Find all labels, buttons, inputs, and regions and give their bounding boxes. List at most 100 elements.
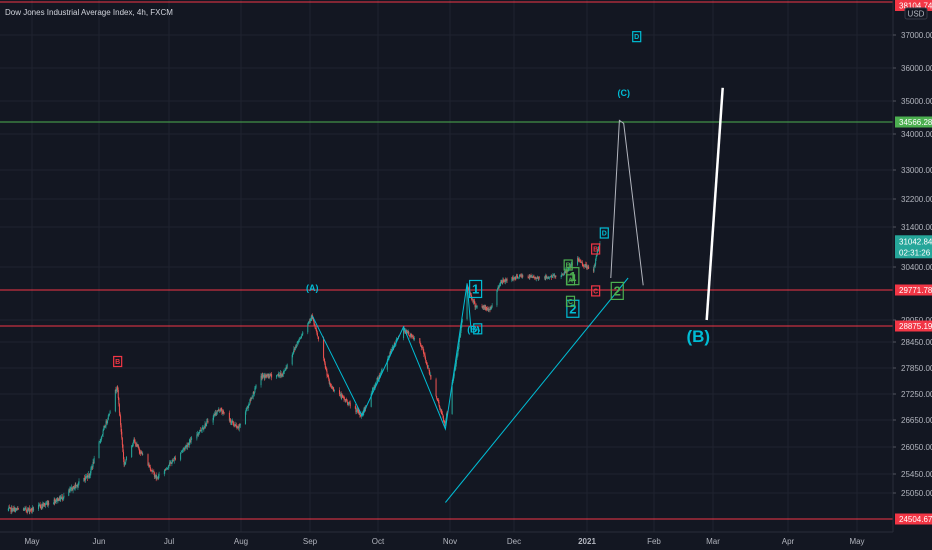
candle-body <box>577 257 579 260</box>
candle-body <box>332 387 334 390</box>
y-tick-label: 34000.00 <box>901 130 932 139</box>
price-axis[interactable] <box>893 0 932 550</box>
wave-label[interactable]: B <box>115 359 120 366</box>
candle-body <box>138 448 140 451</box>
candle-body <box>277 374 279 375</box>
wave-line[interactable] <box>445 277 629 503</box>
candle-body <box>28 508 30 510</box>
candle-body <box>115 389 117 391</box>
candle-body <box>270 374 272 376</box>
wave-label[interactable]: 1 <box>472 282 479 297</box>
wave-label[interactable]: (A) <box>306 283 319 293</box>
candle-body <box>301 334 303 336</box>
candle-body <box>55 500 57 502</box>
candle-body <box>163 471 165 475</box>
wave-label[interactable]: A <box>568 277 573 284</box>
candle-body <box>379 374 381 376</box>
wave-label[interactable]: A <box>475 326 480 333</box>
wave-label[interactable]: (C) <box>617 88 630 98</box>
candle-body <box>347 402 349 405</box>
wave-line[interactable] <box>705 87 724 321</box>
candle-body <box>253 392 255 395</box>
candle-body <box>107 419 109 421</box>
wave-label[interactable]: (B) <box>686 327 710 346</box>
candle-body <box>496 288 498 290</box>
candle-body <box>340 394 342 396</box>
candle-body <box>411 335 413 337</box>
candle-body <box>184 448 186 449</box>
candle-body <box>473 300 475 302</box>
level-price-label: 38104.74 <box>899 2 932 11</box>
candle-body <box>250 398 252 401</box>
candle-body <box>389 351 391 356</box>
candle-body <box>191 438 193 440</box>
candle-body <box>292 353 294 355</box>
candle-body <box>109 411 111 414</box>
candle-body <box>297 341 299 342</box>
candle-body <box>546 277 548 279</box>
wave-line[interactable] <box>311 283 472 431</box>
candle-body <box>454 369 456 371</box>
candle-body <box>474 303 476 308</box>
candle-body <box>141 453 143 455</box>
candle-body <box>89 474 91 476</box>
candle-body <box>529 275 531 278</box>
currency-badge[interactable] <box>904 7 928 20</box>
candle-body <box>230 421 232 423</box>
wave-line[interactable] <box>610 119 644 286</box>
wave-label[interactable]: B <box>566 263 571 270</box>
candle-body <box>92 461 94 467</box>
candle-body <box>135 445 137 447</box>
candle-body <box>422 348 424 352</box>
wave-label[interactable]: D <box>634 34 639 41</box>
level-price-label: 28875.19 <box>899 322 932 331</box>
candle-body <box>422 347 424 349</box>
wave-label-box <box>563 259 573 271</box>
candle-body <box>103 426 105 429</box>
candle-body <box>456 355 458 360</box>
wave-label-box <box>565 274 576 286</box>
wave-label[interactable]: C <box>593 288 598 295</box>
candle-body <box>102 434 103 436</box>
candle-body <box>424 354 426 359</box>
x-tick-label: May <box>849 537 864 546</box>
wave-label[interactable]: B <box>593 247 598 254</box>
candle-body <box>40 507 42 509</box>
candle-body <box>459 335 461 337</box>
candle-body <box>505 279 507 282</box>
wave-label[interactable]: C <box>568 299 573 306</box>
candle-body <box>582 264 584 266</box>
candle-body <box>150 469 152 471</box>
wave-label-box <box>113 355 123 368</box>
candle-body <box>454 366 456 370</box>
candle-body <box>460 327 462 331</box>
candle-body <box>281 373 283 376</box>
y-tick-label: 33000.00 <box>901 166 932 175</box>
candle-body <box>86 476 88 478</box>
time-axis[interactable] <box>0 532 893 550</box>
candle-body <box>405 330 407 334</box>
candle-body <box>331 386 333 388</box>
candle-body <box>488 309 490 311</box>
candle-body <box>244 412 246 425</box>
wave-label[interactable]: 2 <box>614 284 621 299</box>
candle-body <box>169 462 171 466</box>
candle-body <box>390 349 392 352</box>
candle-body <box>46 503 48 505</box>
candle-body <box>260 375 262 386</box>
candle-body <box>446 413 448 419</box>
candle-body <box>23 508 25 511</box>
candle-body <box>396 338 398 339</box>
candle-body <box>172 459 174 461</box>
candle-body <box>475 305 477 308</box>
candle-body <box>345 399 347 401</box>
candle-body <box>534 277 536 278</box>
candle-body <box>570 263 572 267</box>
candle-body <box>205 423 207 427</box>
wave-label[interactable]: 1 <box>569 269 576 284</box>
wave-label[interactable]: D <box>602 231 607 238</box>
candle-body <box>105 421 107 427</box>
wave-label[interactable]: 2 <box>569 301 576 316</box>
candle-body <box>518 277 520 279</box>
